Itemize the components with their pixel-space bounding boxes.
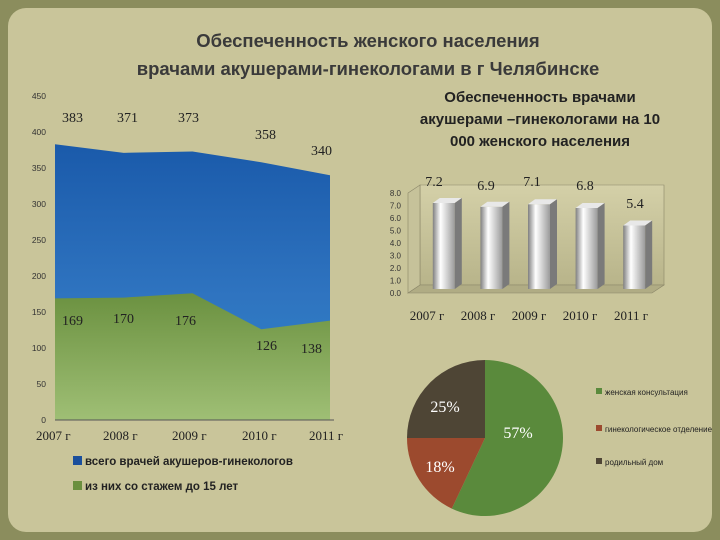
- bar-y-tick: 0.0: [390, 289, 402, 298]
- bar-top: [623, 220, 653, 226]
- pie-legend-label: гинекологическое отделение: [605, 425, 713, 434]
- bar-data-label: 7.2: [425, 175, 443, 190]
- bar-side: [454, 198, 462, 289]
- area-data-label: 126: [256, 339, 277, 354]
- area-y-tick: 50: [37, 379, 47, 389]
- bar-y-tick: 2.0: [390, 264, 402, 273]
- bar-data-label: 5.4: [626, 197, 644, 212]
- area-data-label: 373: [178, 111, 199, 126]
- bar: [432, 203, 455, 289]
- area-data-label: 340: [311, 144, 332, 159]
- bar-side-wall: [407, 184, 421, 294]
- pie-data-label: 25%: [430, 399, 459, 416]
- bar: [528, 204, 550, 289]
- area-x-tick: 2010 г: [242, 428, 277, 443]
- area-x-tick: 2011 г: [309, 428, 343, 443]
- bar-x-tick: 2007 г: [410, 308, 445, 323]
- bar-y-tick: 6.0: [390, 214, 402, 223]
- bar-top: [480, 201, 510, 207]
- bar-y-tick: 5.0: [390, 227, 402, 236]
- bar: [480, 206, 503, 289]
- area-y-tick: 350: [32, 163, 46, 173]
- slide-title-line-2: врачами акушерами-гинекологами в г Челяб…: [136, 58, 600, 79]
- area-y-tick: 400: [32, 127, 46, 137]
- bar: [623, 225, 646, 289]
- area-legend-swatch: [73, 456, 82, 465]
- area-y-tick: 250: [32, 235, 46, 245]
- area-data-label: 138: [301, 342, 322, 357]
- pie-slice: [407, 360, 485, 438]
- bar: [575, 208, 598, 289]
- area-series-2: [55, 293, 330, 420]
- pie-legend-label: родильный дом: [605, 458, 663, 467]
- bar-chart-title-line: акушерами –гинекологами на 10: [420, 111, 660, 128]
- area-y-tick: 450: [32, 91, 46, 101]
- bar-side: [502, 201, 510, 289]
- area-data-label: 176: [175, 314, 196, 329]
- bar-top: [528, 199, 557, 205]
- pie-legend-swatch: [596, 388, 602, 394]
- area-data-label: 383: [62, 111, 83, 126]
- bar-y-tick: 4.0: [390, 239, 402, 248]
- area-y-tick: 150: [32, 307, 46, 317]
- bar-x-tick: 2009 г: [512, 308, 547, 323]
- bar-x-tick: 2011 г: [614, 308, 648, 323]
- bar-chart-title-line: 000 женского населения: [450, 133, 630, 150]
- bar-y-tick: 3.0: [390, 252, 402, 261]
- area-legend-label: всего врачей акушеров-гинекологов: [85, 456, 293, 468]
- area-y-tick: 200: [32, 271, 46, 281]
- area-chart: 0 50 100 150 200 250 300 350 400 450 383 371 373 358 3…: [32, 91, 343, 493]
- pie-slice: [407, 438, 485, 509]
- area-x-tick: 2009 г: [172, 428, 207, 443]
- area-x-tick: 2008 г: [103, 428, 138, 443]
- bar-data-label: 6.8: [576, 179, 594, 194]
- bar-data-label: 7.1: [523, 175, 541, 190]
- area-x-tick: 2007 г: [36, 428, 71, 443]
- area-y-tick: 300: [32, 199, 46, 209]
- bar-y-tick: 8.0: [390, 189, 402, 198]
- pie-legend-label: женская консультация: [605, 388, 688, 397]
- bar-chart-title-line: Обеспеченность врачами: [444, 89, 635, 106]
- pie-legend-swatch: [596, 458, 602, 464]
- bar-y-tick: 7.0: [390, 202, 402, 211]
- pie-legend-swatch: [596, 425, 602, 431]
- bar-y-tick: 1.0: [390, 277, 402, 286]
- pie-data-label: 57%: [503, 425, 532, 442]
- area-data-label: 371: [117, 111, 138, 126]
- bar-chart: Обеспеченность врачами акушерами –гинекол…: [390, 89, 665, 323]
- pie-slice: [451, 360, 563, 516]
- bar-x-tick: 2010 г: [563, 308, 598, 323]
- bar-top: [432, 198, 462, 203]
- area-legend-label: из них со стажем до 15 лет: [85, 481, 238, 493]
- area-data-label: 169: [62, 314, 83, 329]
- area-y-tick: 0: [41, 415, 46, 425]
- area-data-label: 358: [255, 128, 276, 143]
- bar-side: [550, 199, 557, 289]
- bar-side: [645, 220, 653, 289]
- pie-data-label: 18%: [425, 459, 454, 476]
- pie-chart: 57% 18% 25% женская консультация гинекологич…: [407, 360, 713, 516]
- area-data-label: 170: [113, 312, 134, 327]
- slide-title-line-1: Обеспеченность женского населения: [196, 30, 540, 51]
- area-y-tick: 100: [32, 343, 46, 353]
- bar-top: [575, 203, 605, 208]
- bar-data-label: 6.9: [477, 179, 495, 194]
- bar-side: [597, 203, 605, 289]
- bar-x-tick: 2008 г: [461, 308, 496, 323]
- area-legend-swatch: [73, 481, 82, 490]
